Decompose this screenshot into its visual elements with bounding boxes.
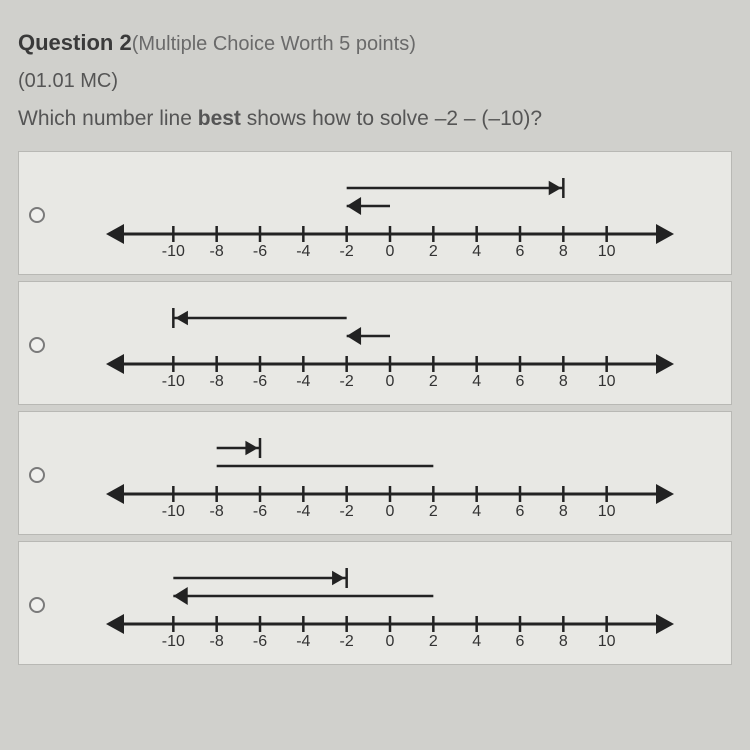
svg-text:-2: -2 [340, 243, 354, 260]
svg-text:8: 8 [559, 633, 568, 650]
svg-text:-10: -10 [162, 633, 185, 650]
number-line-wrap: -10 -8 -6 -4 -2 0 2 4 6 8 10 [59, 550, 721, 660]
number-line-wrap: -10 -8 -6 -4 -2 0 2 4 6 8 10 [59, 420, 721, 530]
svg-text:6: 6 [516, 503, 525, 520]
number-line: -10 -8 -6 -4 -2 0 2 4 6 8 10 [100, 420, 680, 530]
svg-text:-6: -6 [253, 503, 267, 520]
svg-text:4: 4 [472, 373, 481, 390]
svg-text:0: 0 [386, 243, 395, 260]
prompt-bold: best [198, 107, 241, 130]
svg-text:8: 8 [559, 373, 568, 390]
svg-text:4: 4 [472, 503, 481, 520]
answer-options: -10-8-6-4-20246810-10-8-6-4-20246810-10-… [18, 151, 732, 665]
svg-text:-6: -6 [253, 633, 267, 650]
svg-text:10: 10 [598, 503, 616, 520]
svg-text:-2: -2 [340, 633, 354, 650]
question-prompt: Which number line best shows how to solv… [18, 107, 732, 131]
svg-text:8: 8 [559, 503, 568, 520]
svg-text:4: 4 [472, 633, 481, 650]
svg-text:-8: -8 [210, 243, 224, 260]
svg-text:6: 6 [516, 373, 525, 390]
svg-text:4: 4 [472, 243, 481, 260]
answer-option[interactable]: -10 -8 -6 -4 -2 0 2 4 6 8 10 [18, 541, 732, 665]
svg-text:-8: -8 [210, 633, 224, 650]
radio-button[interactable] [29, 467, 45, 483]
svg-text:10: 10 [598, 633, 616, 650]
svg-text:-8: -8 [210, 373, 224, 390]
svg-text:-8: -8 [210, 503, 224, 520]
svg-text:10: 10 [598, 373, 616, 390]
svg-text:0: 0 [386, 373, 395, 390]
svg-text:-2: -2 [340, 373, 354, 390]
svg-text:-10: -10 [162, 373, 185, 390]
svg-text:-10: -10 [162, 503, 185, 520]
svg-text:-4: -4 [296, 633, 310, 650]
number-line: -10 -8 -6 -4 -2 0 2 4 6 8 10 [100, 550, 680, 660]
svg-text:-4: -4 [296, 503, 310, 520]
svg-text:-10: -10 [162, 243, 185, 260]
svg-text:-6: -6 [253, 373, 267, 390]
radio-button[interactable] [29, 207, 45, 223]
number-line-wrap: -10 -8 -6 -4 -2 0 2 4 6 8 10 [59, 160, 721, 270]
radio-button[interactable] [29, 337, 45, 353]
number-line: -10 -8 -6 -4 -2 0 2 4 6 8 10 [100, 290, 680, 400]
svg-text:6: 6 [516, 633, 525, 650]
svg-text:-4: -4 [296, 373, 310, 390]
prompt-post: shows how to solve –2 – (–10)? [241, 107, 542, 130]
question-header: Question 2(Multiple Choice Worth 5 point… [18, 30, 732, 56]
prompt-pre: Which number line [18, 107, 198, 130]
svg-text:-4: -4 [296, 243, 310, 260]
svg-text:0: 0 [386, 503, 395, 520]
standard-code: (01.01 MC) [18, 70, 732, 93]
svg-text:2: 2 [429, 503, 438, 520]
answer-option[interactable]: -10 -8 -6 -4 -2 0 2 4 6 8 10 [18, 151, 732, 275]
svg-text:10: 10 [598, 243, 616, 260]
svg-text:2: 2 [429, 633, 438, 650]
svg-text:8: 8 [559, 243, 568, 260]
answer-option[interactable]: -10 -8 -6 -4 -2 0 2 4 6 8 10 [18, 281, 732, 405]
svg-text:-6: -6 [253, 243, 267, 260]
radio-button[interactable] [29, 597, 45, 613]
svg-text:6: 6 [516, 243, 525, 260]
svg-text:2: 2 [429, 243, 438, 260]
answer-option[interactable]: -10 -8 -6 -4 -2 0 2 4 6 8 10 [18, 411, 732, 535]
question-label: Question 2 [18, 30, 132, 55]
number-line-wrap: -10 -8 -6 -4 -2 0 2 4 6 8 10 [59, 290, 721, 400]
svg-text:-2: -2 [340, 503, 354, 520]
number-line: -10 -8 -6 -4 -2 0 2 4 6 8 10 [100, 160, 680, 270]
svg-text:2: 2 [429, 373, 438, 390]
question-worth: (Multiple Choice Worth 5 points) [132, 33, 416, 55]
svg-text:0: 0 [386, 633, 395, 650]
